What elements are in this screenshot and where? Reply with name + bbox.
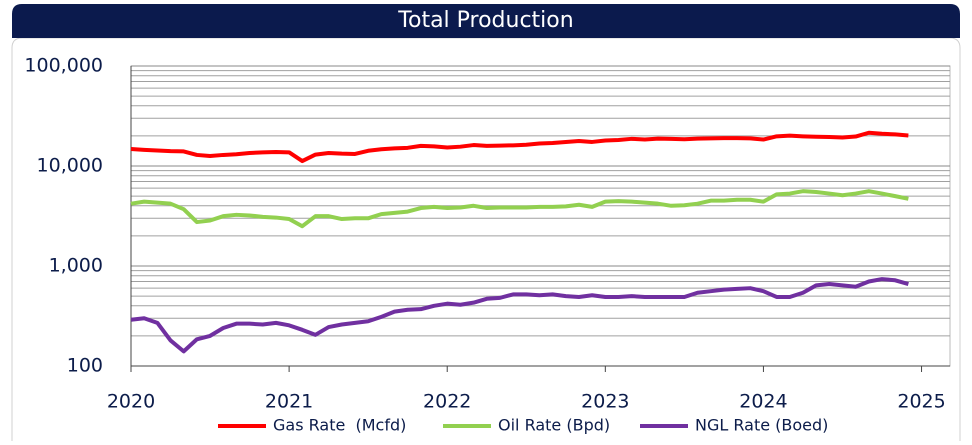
y-tick-label: 1,000 [49, 255, 103, 277]
chart-title: Total Production [397, 8, 573, 33]
series-line [130, 130, 909, 164]
series-line [130, 277, 909, 354]
x-tick-label: 2023 [581, 391, 629, 413]
chart-frame [11, 37, 961, 441]
legend-label: Gas Rate (Mcfd) [273, 416, 406, 435]
series-line [130, 189, 909, 229]
y-tick-label: 10,000 [37, 155, 103, 177]
x-tick-label: 2022 [423, 391, 471, 413]
y-tick-label: 100,000 [24, 55, 103, 77]
title-bar [12, 4, 960, 38]
x-tick-label: 2021 [265, 391, 313, 413]
x-tick-label: 2024 [739, 391, 787, 413]
legend-label: Oil Rate (Bpd) [498, 416, 610, 435]
legend-label: NGL Rate (Boed) [695, 416, 828, 435]
x-tick-label: 2025 [897, 391, 945, 413]
y-tick-label: 100 [67, 355, 103, 377]
x-tick-label: 2020 [107, 391, 155, 413]
